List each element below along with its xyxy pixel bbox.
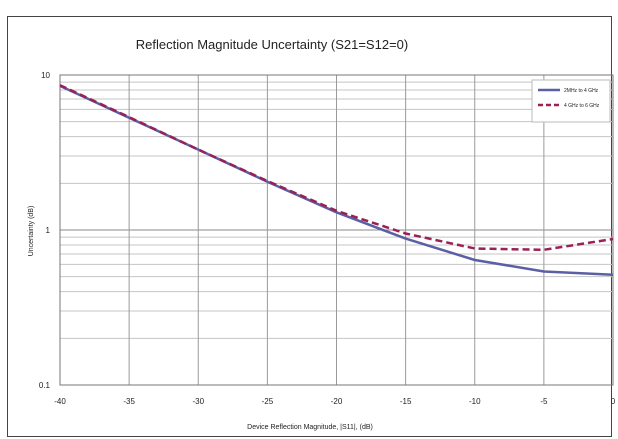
gridlines [59, 75, 614, 386]
x-tick-label: -30 [192, 397, 204, 406]
x-axis-label: Device Reflection Magnitude, |S11|, (dB) [247, 424, 373, 431]
legend-label: 4 GHz to 6 GHz [564, 103, 600, 109]
legend-label: 2MHz to 4 GHz [564, 88, 599, 94]
x-tick-label: -15 [400, 397, 412, 406]
x-tick-label: -20 [331, 397, 343, 406]
chart-border [7, 16, 612, 437]
x-tick-label: -35 [123, 397, 135, 406]
y-tick-label: 10 [41, 71, 50, 80]
legend-box [531, 79, 611, 123]
x-tick-label: -10 [469, 397, 481, 406]
x-tick-label: 0 [611, 397, 616, 406]
x-tick-label: -25 [262, 397, 274, 406]
y-tick-labels: 0.1 1 10 [39, 71, 51, 390]
x-tick-labels: -40 -35 -30 -25 -20 -15 -10 -5 0 [54, 397, 616, 406]
legend: 2MHz to 4 GHz 4 GHz to 6 GHz [531, 79, 611, 123]
series-line-2 [59, 84, 614, 252]
series-lines [59, 84, 614, 276]
plot-area [59, 74, 614, 386]
x-tick-label: -40 [54, 397, 66, 406]
y-axis-label: Uncertainty (dB) [28, 206, 35, 257]
y-tick-label: 0.1 [39, 381, 51, 390]
y-tick-label: 1 [46, 226, 51, 235]
x-tick-label: -5 [540, 397, 548, 406]
chart-title: Reflection Magnitude Uncertainty (S21=S1… [136, 37, 408, 52]
